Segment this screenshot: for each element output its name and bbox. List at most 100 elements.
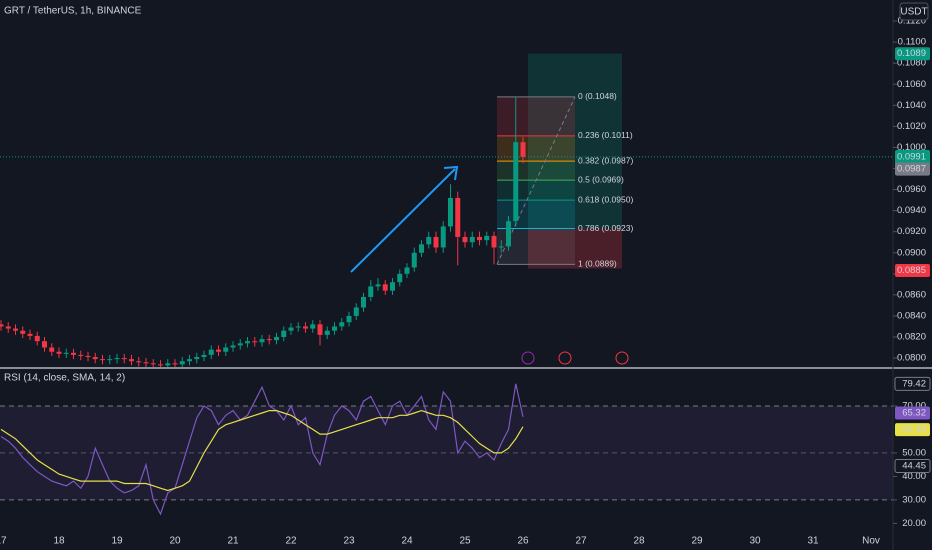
candle-body [0,324,4,327]
candle-body [5,326,11,329]
fib-label: 0.786 (0.0923) [578,223,633,233]
currency-label[interactable]: USDT [900,7,927,18]
y-tick-label: 0.0860 [897,289,926,300]
y-tick-label: 0.1040 [897,100,926,111]
candle-body [288,327,294,331]
currency-button[interactable] [899,2,929,21]
candle-body [310,324,316,329]
candle-body [513,142,519,222]
fib-label: 0.382 (0.0987) [578,155,633,165]
candle-body [216,349,221,352]
fib-label: 0.5 (0.0969) [578,174,624,184]
candle-body [440,226,446,248]
x-tick-label: 20 [169,536,181,547]
candle-body [34,335,40,342]
candle-body [339,322,345,327]
candle-body [520,142,526,157]
stop-badge-bg [895,264,930,278]
candle-body [63,352,69,354]
position-loss [528,228,622,269]
x-tick-label: 18 [53,536,65,547]
candle-body [361,296,366,308]
candle-body [397,273,403,283]
last-price-label: 0.0991 [897,151,926,162]
fib-zone [497,96,575,136]
y-tick-label: 40.00 [902,471,926,482]
candle-body [121,358,127,360]
candle-body [158,364,163,366]
candle-body [13,328,18,331]
candle-body [266,339,272,341]
candle-body [136,361,142,363]
rsi-badge: 65.32 [902,407,926,418]
mark-price-badge: 0.0987 [897,164,926,175]
candle-body [498,246,504,248]
x-tick-label: 23 [343,536,355,547]
event-icons [521,351,629,365]
x-tick-label: 27 [575,536,587,547]
candle-body [85,355,91,357]
y-tick-label: 70.00 [902,400,926,411]
x-tick-label: 30 [749,536,761,547]
x-tick-label: 21 [227,536,239,547]
fib-zone [497,161,575,181]
candle-body [274,336,279,341]
candle-body [448,197,453,227]
y-tick-label: 50.00 [902,447,926,458]
y-tick-label: 0.1100 [898,37,926,48]
rsi-line [0,383,524,516]
y-tick-label: 0.0960 [897,184,926,195]
candle-body [78,354,84,356]
rsi-pane [0,383,893,516]
candle-body [20,330,26,334]
candle-body [165,363,171,366]
event-icon[interactable] [615,351,629,365]
x-tick-label: 25 [459,536,471,547]
candle-body [382,284,388,291]
candle-body [404,267,410,274]
candle-body [353,307,359,316]
candle-body [230,345,236,348]
candle-body [201,354,207,357]
rsi-sma-badge-bg [895,423,930,437]
candle-body [150,363,156,365]
rsi-low-badge: 44.45 [902,460,926,471]
fib-zone [497,135,575,162]
y-tick-label: 0.1060 [897,79,926,90]
candle-body [324,330,330,335]
candle-body [107,359,113,361]
y-tick-label: 0.0940 [897,205,926,216]
y-tick-label: 20.00 [902,518,926,529]
candle-body [223,347,229,352]
y-tick-label: 0.1080 [897,58,926,69]
candle-body [208,349,214,355]
candle-body [426,236,432,245]
candle-body [143,362,149,364]
candle-body [346,315,352,323]
candle-body [295,326,301,328]
candle-body [27,333,33,336]
x-tick-label: 19 [111,536,123,547]
event-icon[interactable] [521,351,535,365]
candle-body [172,363,178,365]
rsi-high-badge: 79.42 [902,378,926,389]
symbol-title: GRT / TetherUS, 1h, BINANCE [4,6,142,17]
fib-label: 0.618 (0.0950) [578,194,633,204]
candle-body [469,236,475,243]
candle-body [245,341,250,344]
x-tick-label: 26 [517,536,529,547]
target-badge: 0.1089 [897,48,926,59]
x-tick-label: 17 [0,536,7,547]
rsi-badge-bg [895,406,930,420]
x-tick-label: Nov [862,536,880,547]
candle-body [259,339,265,343]
rsi-line [0,409,524,492]
event-icon[interactable] [558,351,572,365]
candle-body [506,221,511,247]
candle-body [455,197,461,237]
x-tick-label: 31 [807,536,819,547]
price-axis: 0.08000.08200.08400.08600.08800.09000.09… [893,16,931,529]
rsi-high-badge-bg [894,376,931,391]
candle-body [317,324,323,335]
